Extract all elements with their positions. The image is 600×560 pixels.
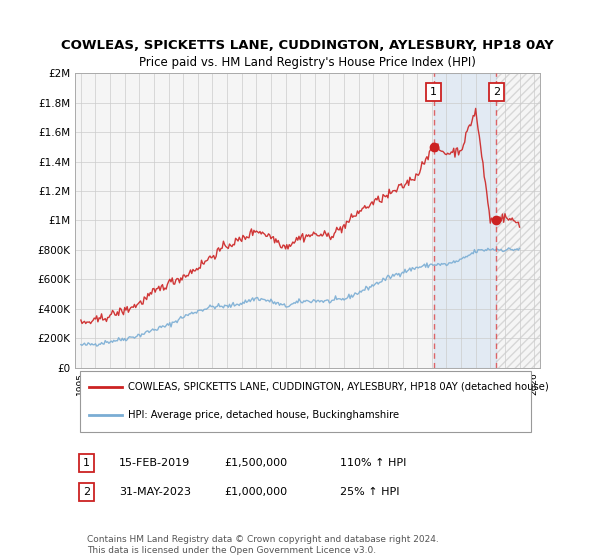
Bar — [496, 73, 541, 367]
Text: 2: 2 — [83, 487, 90, 497]
Text: 15-FEB-2019: 15-FEB-2019 — [119, 458, 190, 468]
FancyBboxPatch shape — [80, 371, 531, 432]
Text: COWLEAS, SPICKETTS LANE, CUDDINGTON, AYLESBURY, HP18 0AY (detached house): COWLEAS, SPICKETTS LANE, CUDDINGTON, AYL… — [128, 381, 549, 391]
Text: Contains HM Land Registry data © Crown copyright and database right 2024.
This d: Contains HM Land Registry data © Crown c… — [86, 535, 439, 554]
Text: £1,000,000: £1,000,000 — [224, 487, 287, 497]
Text: 110% ↑ HPI: 110% ↑ HPI — [340, 458, 406, 468]
Text: 25% ↑ HPI: 25% ↑ HPI — [340, 487, 400, 497]
Text: 31-MAY-2023: 31-MAY-2023 — [119, 487, 191, 497]
Text: Price paid vs. HM Land Registry's House Price Index (HPI): Price paid vs. HM Land Registry's House … — [139, 57, 476, 69]
Text: £1,500,000: £1,500,000 — [224, 458, 287, 468]
Text: COWLEAS, SPICKETTS LANE, CUDDINGTON, AYLESBURY, HP18 0AY: COWLEAS, SPICKETTS LANE, CUDDINGTON, AYL… — [61, 39, 554, 52]
Text: 1: 1 — [83, 458, 90, 468]
Bar — [496, 73, 541, 367]
Bar — [434, 73, 496, 367]
Text: 2: 2 — [493, 87, 500, 97]
Text: 1: 1 — [430, 87, 437, 97]
Text: HPI: Average price, detached house, Buckinghamshire: HPI: Average price, detached house, Buck… — [128, 410, 400, 420]
